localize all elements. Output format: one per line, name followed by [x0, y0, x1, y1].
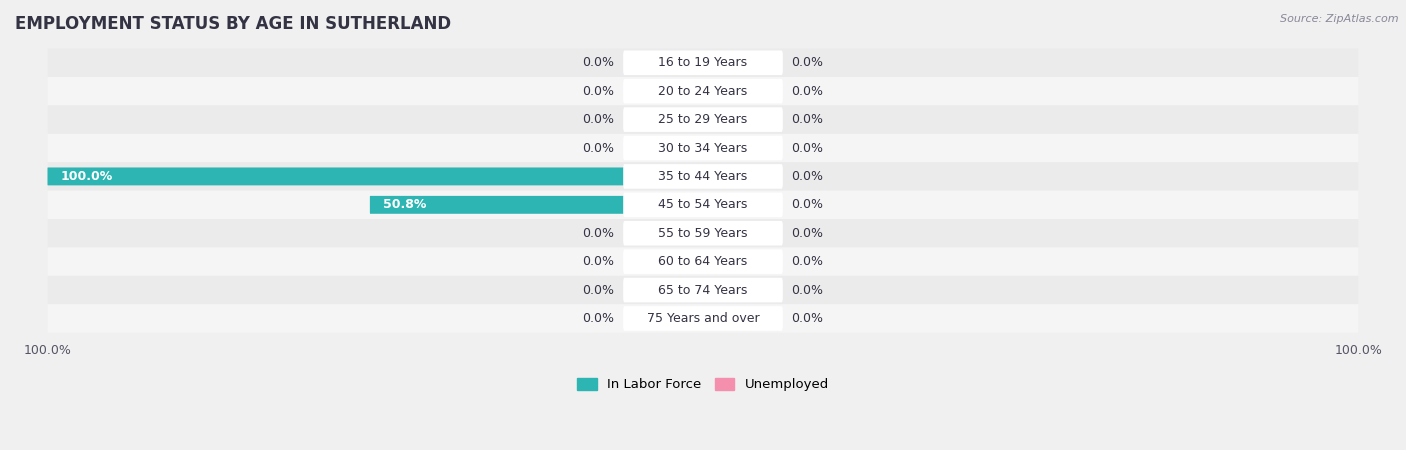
FancyBboxPatch shape [48, 219, 1358, 248]
FancyBboxPatch shape [703, 167, 782, 185]
Text: 100.0%: 100.0% [60, 170, 112, 183]
FancyBboxPatch shape [623, 249, 783, 274]
Text: 0.0%: 0.0% [792, 312, 824, 325]
FancyBboxPatch shape [623, 50, 783, 75]
Text: 0.0%: 0.0% [582, 284, 614, 297]
Text: 0.0%: 0.0% [792, 170, 824, 183]
Text: 0.0%: 0.0% [792, 198, 824, 211]
FancyBboxPatch shape [48, 191, 1358, 219]
FancyBboxPatch shape [48, 304, 1358, 333]
FancyBboxPatch shape [624, 54, 703, 72]
FancyBboxPatch shape [623, 164, 783, 189]
Text: 0.0%: 0.0% [582, 85, 614, 98]
Text: 0.0%: 0.0% [792, 113, 824, 126]
FancyBboxPatch shape [703, 139, 782, 157]
FancyBboxPatch shape [703, 196, 782, 214]
Text: 60 to 64 Years: 60 to 64 Years [658, 255, 748, 268]
Text: 35 to 44 Years: 35 to 44 Years [658, 170, 748, 183]
FancyBboxPatch shape [48, 248, 1358, 276]
FancyBboxPatch shape [48, 162, 1358, 191]
Text: EMPLOYMENT STATUS BY AGE IN SUTHERLAND: EMPLOYMENT STATUS BY AGE IN SUTHERLAND [15, 15, 451, 33]
FancyBboxPatch shape [703, 54, 782, 72]
FancyBboxPatch shape [623, 79, 783, 104]
Text: 55 to 59 Years: 55 to 59 Years [658, 227, 748, 240]
Text: 0.0%: 0.0% [792, 284, 824, 297]
FancyBboxPatch shape [48, 167, 703, 185]
Text: 0.0%: 0.0% [582, 312, 614, 325]
Text: 50.8%: 50.8% [384, 198, 426, 211]
FancyBboxPatch shape [48, 49, 1358, 77]
Text: 0.0%: 0.0% [582, 141, 614, 154]
Text: 75 Years and over: 75 Years and over [647, 312, 759, 325]
FancyBboxPatch shape [623, 193, 783, 217]
FancyBboxPatch shape [623, 136, 783, 160]
FancyBboxPatch shape [48, 77, 1358, 105]
Text: 65 to 74 Years: 65 to 74 Years [658, 284, 748, 297]
FancyBboxPatch shape [624, 281, 703, 299]
FancyBboxPatch shape [624, 139, 703, 157]
Text: 45 to 54 Years: 45 to 54 Years [658, 198, 748, 211]
FancyBboxPatch shape [48, 276, 1358, 304]
FancyBboxPatch shape [624, 224, 703, 242]
FancyBboxPatch shape [623, 221, 783, 246]
Text: 25 to 29 Years: 25 to 29 Years [658, 113, 748, 126]
Text: 16 to 19 Years: 16 to 19 Years [658, 56, 748, 69]
FancyBboxPatch shape [623, 306, 783, 331]
FancyBboxPatch shape [703, 253, 782, 270]
FancyBboxPatch shape [703, 82, 782, 100]
FancyBboxPatch shape [703, 111, 782, 129]
FancyBboxPatch shape [48, 134, 1358, 162]
FancyBboxPatch shape [703, 224, 782, 242]
FancyBboxPatch shape [370, 196, 703, 214]
FancyBboxPatch shape [624, 253, 703, 270]
FancyBboxPatch shape [48, 105, 1358, 134]
FancyBboxPatch shape [623, 107, 783, 132]
Text: 0.0%: 0.0% [582, 56, 614, 69]
FancyBboxPatch shape [624, 310, 703, 328]
Text: 0.0%: 0.0% [792, 56, 824, 69]
Text: 20 to 24 Years: 20 to 24 Years [658, 85, 748, 98]
Text: 0.0%: 0.0% [582, 227, 614, 240]
Text: 0.0%: 0.0% [582, 255, 614, 268]
Text: 0.0%: 0.0% [582, 113, 614, 126]
FancyBboxPatch shape [623, 278, 783, 302]
Text: 30 to 34 Years: 30 to 34 Years [658, 141, 748, 154]
Text: 0.0%: 0.0% [792, 255, 824, 268]
Text: 0.0%: 0.0% [792, 227, 824, 240]
Text: 0.0%: 0.0% [792, 141, 824, 154]
FancyBboxPatch shape [703, 281, 782, 299]
Legend: In Labor Force, Unemployed: In Labor Force, Unemployed [571, 373, 835, 397]
FancyBboxPatch shape [624, 111, 703, 129]
Text: Source: ZipAtlas.com: Source: ZipAtlas.com [1281, 14, 1399, 23]
Text: 0.0%: 0.0% [792, 85, 824, 98]
FancyBboxPatch shape [624, 82, 703, 100]
FancyBboxPatch shape [703, 310, 782, 328]
